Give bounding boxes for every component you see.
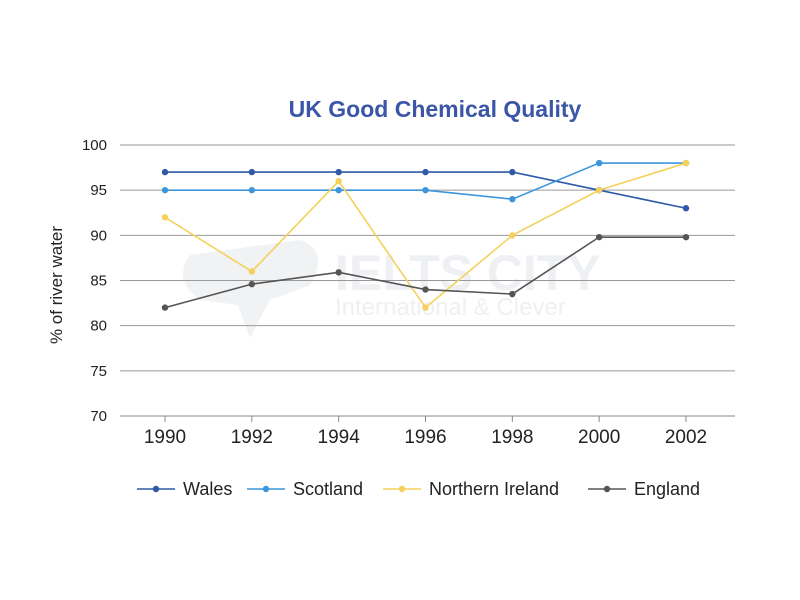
x-tick-label: 1996 — [404, 427, 446, 448]
data-point — [161, 304, 169, 311]
data-point — [509, 168, 516, 176]
data-point — [248, 280, 256, 288]
legend-item: Wales — [137, 479, 232, 499]
legend-marker — [262, 485, 270, 493]
data-point — [335, 168, 342, 176]
data-point — [422, 286, 429, 293]
data-point — [422, 304, 429, 311]
data-point — [335, 177, 342, 185]
legend-label: England — [634, 479, 700, 499]
data-point — [595, 233, 603, 241]
y-tick-label: 95 — [90, 182, 107, 199]
watermark-sub-text: International & Clever — [335, 294, 566, 321]
watermark-logo-shape — [182, 240, 318, 338]
legend-item: Northern Ireland — [383, 479, 559, 499]
legend-marker — [152, 485, 160, 493]
data-point — [161, 186, 169, 194]
data-point — [422, 168, 429, 176]
y-tick-label: 85 — [90, 273, 107, 290]
y-tick-label: 90 — [90, 227, 107, 244]
x-tick-label: 2000 — [578, 427, 620, 448]
y-tick-label: 70 — [90, 408, 107, 425]
x-tick-label: 1990 — [144, 427, 186, 448]
data-point — [422, 186, 429, 194]
data-point — [509, 196, 516, 203]
data-point — [682, 159, 690, 167]
y-tick-label: 75 — [90, 363, 107, 380]
x-tick-label: 2002 — [665, 427, 707, 448]
legend-label: Scotland — [293, 479, 363, 499]
legend-label: Wales — [183, 479, 232, 499]
legend-label: Northern Ireland — [429, 479, 559, 499]
x-tick-label: 1992 — [231, 427, 273, 448]
x-tick-label: 1994 — [318, 427, 361, 448]
data-point — [335, 186, 342, 194]
data-point — [509, 290, 516, 298]
legend-marker — [398, 485, 406, 493]
data-point — [682, 205, 690, 212]
data-point — [335, 269, 342, 276]
data-point — [595, 159, 603, 167]
data-point — [682, 233, 690, 241]
x-tick-label: 1998 — [491, 427, 533, 448]
watermark: IELTS CITY International & Clever — [182, 240, 601, 338]
y-axis-label: % of river water — [47, 226, 66, 344]
chart-title: UK Good Chemical Quality — [289, 96, 582, 122]
data-point — [248, 268, 256, 275]
data-point — [248, 168, 256, 176]
y-tick-label: 100 — [82, 137, 107, 154]
legend-item: Scotland — [247, 479, 363, 499]
data-point — [595, 186, 603, 194]
series-line-scotland — [165, 162, 686, 201]
legend-marker — [603, 485, 611, 493]
data-point — [161, 168, 169, 176]
data-point — [161, 214, 169, 221]
y-tick-label: 80 — [90, 318, 107, 335]
data-point — [509, 232, 516, 239]
legend: Wales Scotland Northern Ireland England — [137, 479, 700, 499]
data-point — [248, 186, 256, 194]
legend-item: England — [588, 479, 700, 499]
